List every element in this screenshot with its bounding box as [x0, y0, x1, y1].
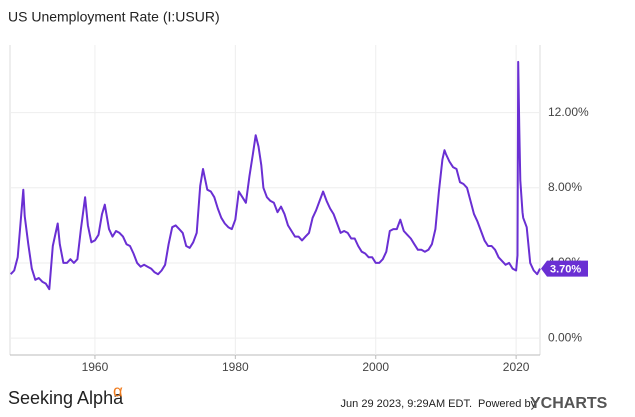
x-tick-label: 1980	[222, 360, 249, 374]
end-label-tag	[541, 260, 588, 277]
y-tick-label: 0.00%	[548, 330, 582, 344]
powered-by: Powered by	[478, 398, 537, 410]
brand: YCHARTS	[530, 395, 608, 412]
logo: Seeking Alpha	[8, 388, 124, 408]
x-tick-label: 2020	[503, 360, 530, 374]
timestamp: Jun 29 2023, 9:29AM EDT.	[341, 398, 472, 410]
y-tick-label: 12.00%	[548, 105, 589, 119]
y-tick-label: 8.00%	[548, 180, 582, 194]
x-tick-label: 1960	[82, 360, 109, 374]
chart-title: US Unemployment Rate (I:USUR)	[8, 9, 220, 25]
x-tick-label: 2000	[362, 360, 389, 374]
logo-symbol: α	[113, 381, 123, 400]
line	[9, 60, 541, 291]
end-label: 3.70%	[550, 263, 581, 275]
